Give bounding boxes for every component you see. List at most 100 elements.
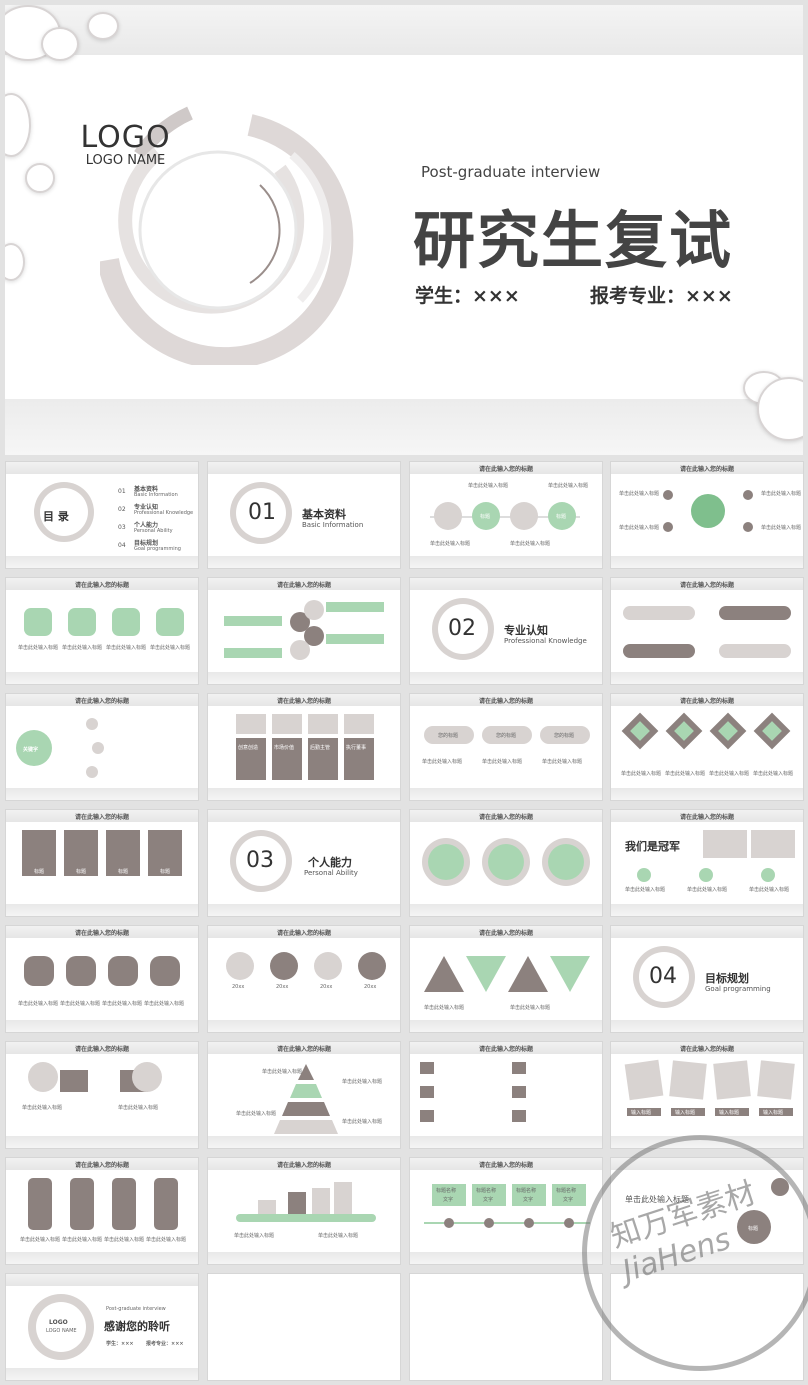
slide-title: 请在此输入您的标题 — [679, 466, 734, 473]
pill — [482, 726, 532, 744]
clover-shape — [66, 956, 96, 986]
student-label: 学生：××× — [415, 285, 520, 307]
slide-title: 请在此输入您的标题 — [679, 582, 734, 589]
frame-label: 标题 — [34, 869, 45, 875]
pill — [623, 644, 695, 658]
slide-thumb[interactable]: 请在此输入您的标题 — [409, 809, 603, 917]
slide-thumb[interactable]: 请在此输入您的标题 标题 标题 单击此处输入标题 单击此处输入标题 单击此处输入… — [409, 461, 603, 569]
node — [548, 502, 576, 530]
slide-footer — [611, 672, 803, 684]
slide-thumb-section-03[interactable]: 03 个人能力 Personal Ability — [207, 809, 401, 917]
toc-item-num: 04 — [118, 542, 126, 549]
ring-inner — [236, 488, 286, 538]
caption: 单击此处输入标题 — [236, 1111, 277, 1117]
toc-item-en: Goal programming — [134, 546, 181, 552]
dot-icon — [663, 490, 673, 500]
step-dot — [699, 868, 713, 882]
slide-thumb[interactable]: 请在此输入您的标题 标题名称 文字 标题名称 文字 标题名称 文字 标题名称 文… — [409, 1157, 603, 1265]
slide-thumb-section-04[interactable]: 04 目标规划 Goal programming — [610, 925, 804, 1033]
label-tag — [671, 1108, 705, 1116]
slide-footer — [410, 1020, 602, 1032]
slide-title: 请在此输入您的标题 — [74, 698, 129, 705]
section-subtitle: Basic Information — [302, 521, 364, 529]
slide-thumb[interactable]: 请在此输入您的标题 — [207, 577, 401, 685]
caption: 单击此处输入标题 — [60, 1001, 101, 1007]
tag-text: 文字 — [563, 1197, 574, 1203]
slide-thumb[interactable]: 请在此输入您的标题 单击此处输入标题 单击此处输入标题 单击此处输入标题 单击此… — [5, 577, 199, 685]
caption: 单击此处输入标题 — [621, 771, 662, 777]
slide-thumb[interactable]: 请在此输入您的标题 单击此处输入标题 单击此处输入标题 单击此处输入标题 单击此… — [610, 461, 804, 569]
slide-header — [6, 926, 198, 938]
slide-title: 请在此输入您的标题 — [276, 698, 331, 705]
slide-thumb[interactable]: 请在此输入您的标题 单击此处输入标题 单击此处输入标题 单击此处输入标题 单击此… — [5, 1157, 199, 1265]
slide-header — [208, 462, 400, 474]
slide-thumb-ending[interactable]: LOGO LOGO NAME Post-graduate interview 感… — [5, 1273, 199, 1381]
slide-header — [208, 578, 400, 590]
caption: 单击此处输入标题 — [106, 645, 147, 651]
slide-footer — [611, 1252, 803, 1264]
photo — [713, 1060, 751, 1100]
slide-header — [208, 1042, 400, 1054]
slide-thumb[interactable]: 请在此输入您的标题 单击此处输入标题 单击此处输入标题 单击此处输入标题 单击此… — [207, 1041, 401, 1149]
pie-graphic — [226, 952, 254, 980]
slide-thumb[interactable]: 请在此输入您的标题 关键字 — [5, 693, 199, 801]
card-label: 市场价值 — [274, 745, 295, 751]
top-band — [5, 5, 803, 55]
slide-thumb[interactable]: 请在此输入您的标题 单击此处输入标题 单击此处输入标题 单击此处输入标题 单击此… — [610, 693, 804, 801]
slide-thumb[interactable]: 请在此输入您的标题 单击此处输入标题 单击此处输入标题 — [207, 1157, 401, 1265]
slide-header — [410, 694, 602, 706]
dot-icon — [663, 522, 673, 532]
slide-thumb[interactable]: 请在此输入您的标题 创意创造 市场价值 后勤主管 执行董事 — [207, 693, 401, 801]
slide-thumb[interactable]: 单击此处输入标题 标题 — [610, 1157, 804, 1265]
arrow-tag — [224, 616, 282, 626]
logo-ring-graphic — [97, 95, 360, 370]
slide-thumb[interactable]: 请在此输入您的标题 单击此处输入标题 单击此处输入标题 — [5, 1041, 199, 1149]
slide-thumb-blank[interactable] — [207, 1273, 401, 1381]
slide-thumb[interactable]: 请在此输入您的标题 — [409, 1041, 603, 1149]
slide-thumb-blank[interactable] — [610, 1273, 804, 1381]
slide-thumb-toc[interactable]: 目 录 01 基本资料 Basic Information 02 专业认知 Pr… — [5, 461, 199, 569]
frame-label: 标题 — [160, 869, 171, 875]
hexagon — [290, 612, 310, 632]
pie-graphic — [358, 952, 386, 980]
logo-name: LOGO NAME — [85, 153, 166, 168]
slide-thumb[interactable]: 请在此输入您的标题 单击此处输入标题 单击此处输入标题 单击此处输入标题 单击此… — [5, 925, 199, 1033]
slide-thumb[interactable]: 请在此输入您的标题 20xx 20xx 20xx 20xx — [207, 925, 401, 1033]
subtitle: Post-graduate interview — [421, 163, 601, 181]
slide-footer — [6, 1252, 198, 1264]
card-label: 创意创造 — [238, 745, 259, 751]
list-icon — [512, 1062, 526, 1074]
slide-thumb[interactable]: 请在此输入您的标题 您的标题 您的标题 您的标题 单击此处输入标题 单击此处输入… — [409, 693, 603, 801]
timeline-dot — [444, 1218, 454, 1228]
slide-title: 请在此输入您的标题 — [679, 814, 734, 821]
slide-thumb[interactable]: 请在此输入您的标题 输入标题 输入标题 输入标题 输入标题 — [610, 1041, 804, 1149]
arrow-tag — [326, 634, 384, 644]
slide-footer — [611, 556, 803, 568]
slide-thumb-blank[interactable] — [409, 1273, 603, 1381]
slide-thumb[interactable]: 请在此输入您的标题 — [610, 577, 804, 685]
title-slide[interactable]: LOGO LOGO NAME Post-graduate interview 研… — [5, 5, 803, 455]
slide-thumb-section-02[interactable]: 02 专业认知 Professional Knowledge — [409, 577, 603, 685]
tag-label: 输入标题 — [763, 1110, 784, 1116]
caption: 单击此处输入标题 — [468, 483, 509, 489]
pill — [719, 606, 791, 620]
slide-thumb[interactable]: 请在此输入您的标题 标题 标题 标题 标题 — [5, 809, 199, 917]
caption: 单击此处输入标题 — [318, 1233, 359, 1239]
slide-footer — [6, 1136, 198, 1148]
card-label: 执行董事 — [346, 745, 367, 751]
frame-label: 标题 — [118, 869, 129, 875]
caption: 单击此处输入标题 — [665, 771, 706, 777]
caption: 单击此处输入标题 — [761, 491, 802, 497]
keyword-circle — [16, 730, 52, 766]
slide-header — [611, 694, 803, 706]
slide-thumb[interactable]: 请在此输入您的标题 单击此处输入标题 单击此处输入标题 — [409, 925, 603, 1033]
hexagon — [290, 640, 310, 660]
logo-name: LOGO NAME — [46, 1328, 77, 1334]
node-label: 标题 — [556, 514, 567, 520]
slide-header — [208, 694, 400, 706]
caption: 单击此处输入标题 — [619, 491, 660, 497]
slide-thumb-section-01[interactable]: 01 基本资料 Basic Information — [207, 461, 401, 569]
slide-thumb[interactable]: 请在此输入您的标题 我们是冠军 单击此处输入标题 单击此处输入标题 单击此处输入… — [610, 809, 804, 917]
caption: 单击此处输入标题 — [118, 1105, 159, 1111]
section-title: 个人能力 — [308, 856, 352, 869]
